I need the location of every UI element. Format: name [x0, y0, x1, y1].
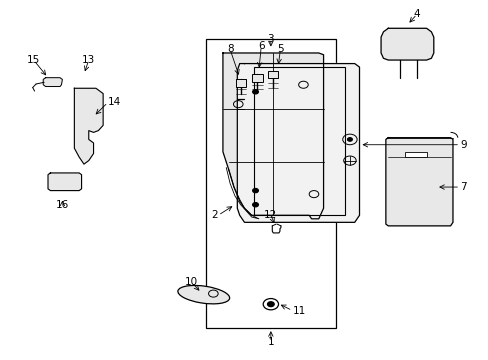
- Bar: [206, 39, 335, 328]
- Text: 2: 2: [211, 210, 218, 220]
- Text: 3: 3: [267, 34, 274, 44]
- Text: 12: 12: [264, 210, 277, 220]
- Text: 16: 16: [56, 200, 69, 210]
- Text: 6: 6: [258, 41, 264, 51]
- Text: 13: 13: [82, 55, 95, 65]
- Text: 9: 9: [459, 140, 466, 150]
- Ellipse shape: [178, 285, 229, 304]
- Polygon shape: [385, 138, 452, 226]
- Text: 5: 5: [277, 45, 283, 54]
- Circle shape: [252, 189, 258, 193]
- Bar: [235, 80, 246, 87]
- Bar: [268, 71, 278, 78]
- Circle shape: [252, 203, 258, 207]
- Text: 15: 15: [27, 55, 40, 65]
- Text: 8: 8: [226, 45, 233, 54]
- Text: 10: 10: [185, 277, 198, 287]
- Polygon shape: [237, 64, 359, 222]
- Text: 4: 4: [413, 9, 420, 19]
- Circle shape: [347, 138, 351, 141]
- Bar: [252, 74, 262, 82]
- Bar: [404, 152, 426, 157]
- Polygon shape: [223, 53, 323, 219]
- Text: 14: 14: [108, 98, 121, 107]
- Circle shape: [252, 76, 258, 80]
- Polygon shape: [74, 88, 103, 164]
- Text: 7: 7: [459, 182, 466, 192]
- Polygon shape: [380, 28, 433, 60]
- Bar: [254, 67, 345, 215]
- Circle shape: [252, 90, 258, 94]
- Text: 1: 1: [267, 337, 274, 347]
- Polygon shape: [43, 78, 62, 86]
- Circle shape: [267, 302, 274, 307]
- Polygon shape: [48, 173, 81, 190]
- Text: 11: 11: [292, 306, 305, 315]
